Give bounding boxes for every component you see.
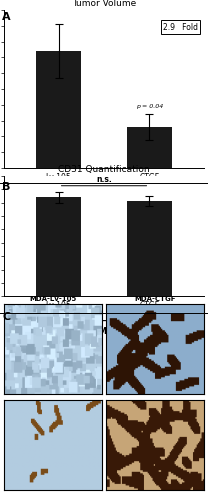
Text: B: B <box>2 182 10 192</box>
Text: A: A <box>2 12 11 22</box>
Bar <box>36 197 81 296</box>
Text: 2.9   Fold: 2.9 Fold <box>163 22 198 32</box>
Text: n.s.: n.s. <box>96 176 112 184</box>
Bar <box>127 201 172 296</box>
Title: MDA-CTGF: MDA-CTGF <box>134 296 176 302</box>
Text: C: C <box>2 312 10 322</box>
Title: MDA-Lv-105: MDA-Lv-105 <box>30 296 77 302</box>
Text: MDA-MB-231: MDA-MB-231 <box>76 326 132 336</box>
Text: MDA-MB-231: MDA-MB-231 <box>76 202 132 211</box>
Title: Tumor Volume: Tumor Volume <box>72 0 136 8</box>
Text: p = 0.04: p = 0.04 <box>136 104 163 108</box>
Bar <box>127 127 172 168</box>
Title: CD31 Quantification: CD31 Quantification <box>58 164 150 173</box>
Bar <box>36 51 81 168</box>
